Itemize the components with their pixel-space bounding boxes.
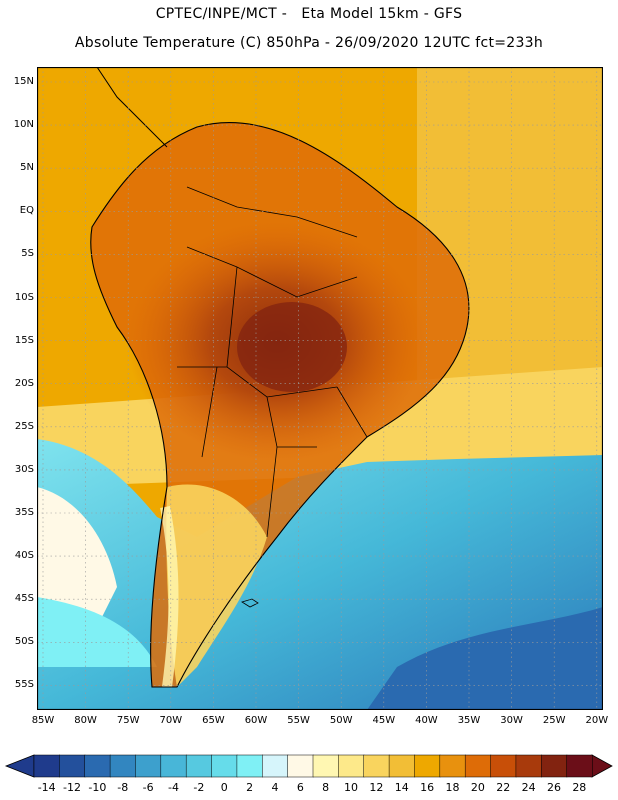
colorbar-max-arrow	[591, 754, 613, 778]
colorbar-swatch	[59, 754, 86, 778]
longitude-label: 25W	[542, 715, 566, 726]
longitude-label: 30W	[500, 715, 523, 726]
colorbar-tick-label: 14	[394, 781, 409, 794]
colorbar-swatch	[211, 754, 238, 778]
latitude-label: 10S	[14, 291, 34, 303]
latitude-label: 20S	[14, 377, 34, 389]
longitude-label: 45W	[372, 715, 396, 726]
colorbar-tick-label: 24	[521, 781, 536, 794]
colorbar-swatch	[338, 754, 365, 778]
latitude-label: 45S	[14, 593, 34, 605]
longitude-label: 50W	[329, 715, 353, 726]
colorbar-tick-label: 12	[369, 781, 384, 794]
map-border	[37, 67, 603, 710]
colorbar-tick-label: 6	[296, 781, 304, 794]
colorbar-tick-label: 22	[496, 781, 511, 794]
colorbar-swatch	[541, 754, 568, 778]
temperature-map	[37, 67, 603, 710]
far-south-deep-cold	[367, 607, 603, 710]
longitude-label: 20W	[585, 715, 609, 726]
longitude-label: 40W	[415, 715, 438, 726]
colorbar-tick-label: 2	[246, 781, 254, 794]
colorbar-swatch	[464, 754, 492, 778]
colorbar-swatch	[312, 754, 340, 778]
latitude-label: 15S	[14, 334, 34, 346]
colorbar-swatch	[109, 754, 137, 778]
temperature-colorbar	[4, 754, 613, 778]
central-america	[96, 67, 168, 148]
colorbar-swatch	[566, 754, 593, 778]
latitude-label: 5S	[21, 248, 34, 260]
colorbar-tick-label: 26	[546, 781, 561, 794]
graticule-grid	[37, 67, 603, 710]
colorbar-swatch	[262, 754, 289, 778]
coastline	[90, 122, 470, 688]
longitude-label: 75W	[116, 715, 140, 726]
latitude-label: 25S	[14, 420, 34, 432]
latitude-label: 55S	[14, 679, 34, 691]
latitude-label: 15N	[13, 76, 34, 87]
colorbar-swatch	[515, 754, 542, 778]
longitude-label: 55W	[287, 715, 310, 726]
colorbar-swatch	[84, 754, 111, 778]
central-brazil-hot-core	[237, 302, 347, 392]
colorbar-swatch	[236, 754, 263, 778]
colorbar-tick-label: -10	[88, 781, 107, 794]
colorbar-min-arrow	[4, 754, 35, 778]
colorbar-tick-label: 16	[420, 781, 435, 794]
colorbar-tick-label: -8	[117, 781, 129, 794]
latitude-label: 40S	[14, 550, 34, 562]
longitude-label: 65W	[202, 715, 225, 726]
longitude-label: 85W	[31, 715, 55, 726]
colorbar-swatch	[439, 754, 466, 778]
colorbar-tick-label: -6	[142, 781, 154, 794]
colorbar-swatch	[135, 754, 162, 778]
colorbar-tick-label: 18	[445, 781, 460, 794]
colorbar-tick-label: 28	[572, 781, 587, 794]
longitude-label: 35W	[457, 715, 481, 726]
longitude-label: 80W	[74, 715, 97, 726]
patagonia-mild-field	[166, 484, 267, 687]
latitude-label: 50S	[14, 636, 34, 648]
colorbar-swatch	[414, 754, 441, 778]
colorbar-tick-label: 8	[322, 781, 330, 794]
colorbar-tick-label: -14	[37, 781, 56, 794]
colorbar-swatch	[363, 754, 390, 778]
colorbar-tick-label: -4	[168, 781, 179, 794]
colorbar-swatch	[287, 754, 314, 778]
colorbar-swatch	[160, 754, 187, 778]
latitude-label: 30S	[14, 463, 34, 475]
latitude-label: 10N	[13, 119, 34, 131]
colorbar-swatch	[490, 754, 517, 778]
colorbar-tick-label: 4	[271, 781, 279, 794]
pacific-cool-patch	[37, 487, 117, 627]
longitude-label: 60W	[244, 715, 268, 726]
colorbar-swatch	[33, 754, 61, 778]
latitude-label: EQ	[19, 205, 34, 217]
country-borders	[177, 186, 368, 538]
colorbar-tick-label: 0	[220, 781, 228, 794]
colorbar-tick-label: 10	[344, 781, 359, 794]
map-title-model: CPTEC/INPE/MCT - Eta Model 15km - GFS	[155, 6, 463, 22]
colorbar-swatch	[388, 754, 416, 778]
map-title-field: Absolute Temperature (C) 850hPa - 26/09/…	[74, 35, 544, 51]
latitude-label: 5N	[20, 162, 34, 174]
colorbar-tick-label: -2	[193, 781, 205, 794]
colorbar-swatch	[185, 754, 213, 778]
colorbar-tick-label: -12	[63, 781, 82, 794]
longitude-label: 70W	[159, 715, 183, 726]
andes-cool-strip	[160, 506, 179, 688]
colorbar-tick-label: 20	[470, 781, 485, 794]
pacific-cold-strip	[37, 597, 157, 667]
latitude-label: 35S	[14, 507, 34, 518]
falkland-islands	[241, 598, 259, 608]
